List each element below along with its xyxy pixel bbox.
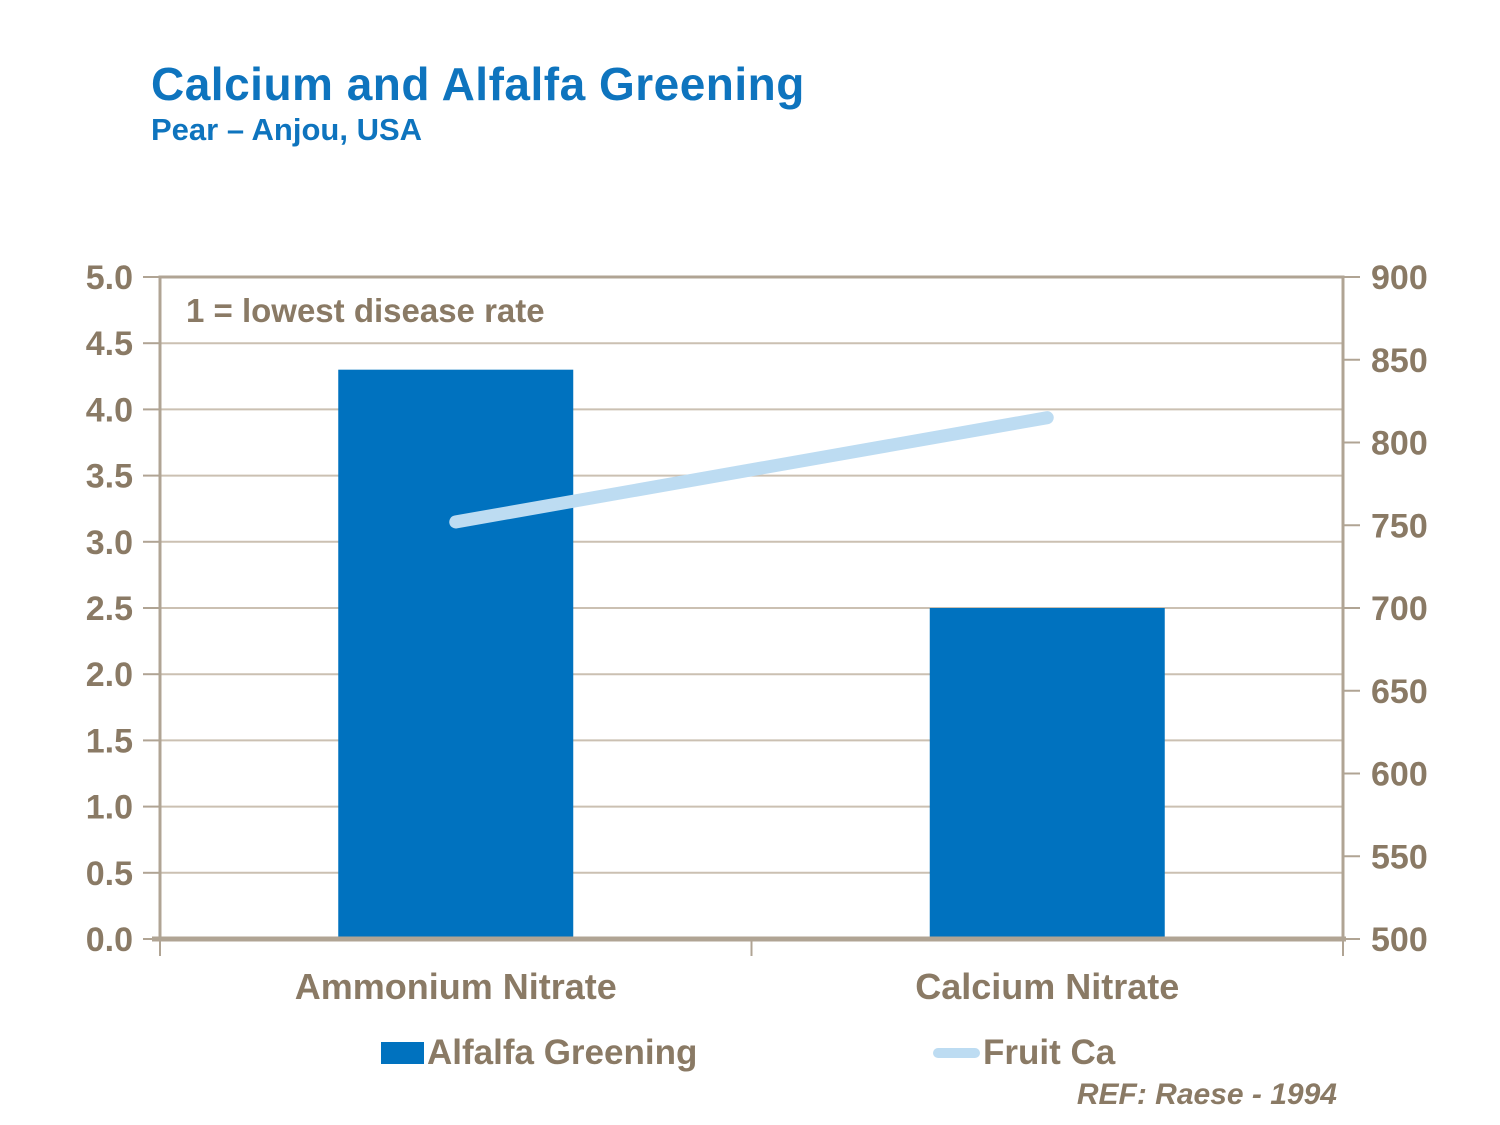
- page-title: Calcium and Alfalfa Greening: [151, 58, 805, 110]
- y-axis-right-label: 750: [1371, 507, 1428, 545]
- y-axis-left-label: 1.0: [86, 789, 133, 827]
- y-axis-right-label: 550: [1371, 838, 1428, 876]
- y-axis-right-label: 650: [1371, 673, 1428, 711]
- y-axis-left-label: 4.0: [86, 391, 133, 429]
- y-axis-left-label: 0.5: [86, 855, 133, 893]
- legend-bar-swatch-icon: [381, 1042, 424, 1064]
- y-axis-right-label: 700: [1371, 590, 1428, 628]
- legend-item-alfalfa-greening: Alfalfa Greening: [381, 1033, 698, 1072]
- y-axis-right-label: 600: [1371, 756, 1428, 794]
- y-axis-left-label: 1.5: [86, 722, 133, 760]
- y-axis-left-label: 3.5: [86, 458, 133, 496]
- legend-label-fruit-ca: Fruit Ca: [983, 1033, 1116, 1072]
- y-axis-left-label: 4.5: [86, 325, 133, 363]
- legend-line-swatch-icon: [933, 1048, 980, 1058]
- y-axis-left-label: 0.0: [86, 921, 133, 959]
- x-axis-category-label: Ammonium Nitrate: [295, 966, 617, 1007]
- annotation-note: 1 = lowest disease rate: [186, 292, 545, 329]
- fruit-ca-line: [449, 411, 1054, 529]
- x-axis-category-label: Calcium Nitrate: [915, 966, 1179, 1007]
- page-subtitle: Pear – Anjou, USA: [151, 112, 423, 147]
- y-axis-right-label: 850: [1371, 342, 1428, 380]
- y-axis-left-label: 5.0: [86, 259, 133, 297]
- y-axis-right-label: 800: [1371, 425, 1428, 463]
- legend-label-alfalfa-greening: Alfalfa Greening: [427, 1033, 698, 1072]
- reference-text: REF: Raese - 1994: [1076, 1078, 1337, 1111]
- legend-item-fruit-ca: Fruit Ca: [933, 1033, 1116, 1072]
- bar-ammonium-nitrate: [338, 369, 574, 939]
- y-axis-right-label: 900: [1371, 259, 1428, 297]
- y-axis-left-label: 3.0: [86, 524, 133, 562]
- y-axis-right-label: 500: [1371, 921, 1428, 959]
- bar-calcium-nitrate: [929, 608, 1165, 939]
- y-axis-left-label: 2.0: [86, 656, 133, 694]
- y-axis-left-label: 2.5: [86, 590, 133, 628]
